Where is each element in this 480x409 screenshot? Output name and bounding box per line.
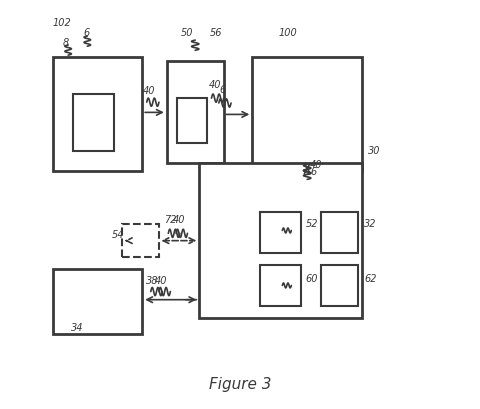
- Text: 32: 32: [364, 219, 377, 229]
- Text: 6: 6: [219, 85, 225, 95]
- FancyBboxPatch shape: [252, 58, 362, 172]
- Text: 40: 40: [155, 275, 167, 285]
- Text: 8: 8: [63, 38, 69, 48]
- Text: 56: 56: [209, 28, 222, 38]
- Text: 54: 54: [112, 229, 124, 239]
- Text: 102: 102: [53, 18, 72, 28]
- Text: 38: 38: [146, 275, 158, 285]
- Text: 60: 60: [306, 274, 318, 284]
- Text: 40: 40: [310, 160, 323, 170]
- Text: 6: 6: [310, 166, 316, 176]
- FancyBboxPatch shape: [322, 213, 358, 253]
- FancyBboxPatch shape: [260, 265, 301, 306]
- FancyBboxPatch shape: [167, 62, 224, 164]
- Text: 30: 30: [368, 146, 381, 156]
- Text: 40: 40: [173, 215, 185, 225]
- Text: 52: 52: [306, 219, 318, 229]
- FancyBboxPatch shape: [177, 99, 207, 144]
- FancyBboxPatch shape: [122, 225, 158, 257]
- FancyBboxPatch shape: [260, 213, 301, 253]
- FancyBboxPatch shape: [73, 95, 114, 152]
- Text: 100: 100: [279, 28, 298, 38]
- Text: 40: 40: [208, 80, 221, 90]
- FancyBboxPatch shape: [53, 58, 142, 172]
- Text: Figure 3: Figure 3: [209, 376, 271, 391]
- FancyBboxPatch shape: [199, 164, 362, 318]
- FancyBboxPatch shape: [322, 265, 358, 306]
- Text: 72: 72: [165, 215, 177, 225]
- Text: 50: 50: [181, 28, 193, 38]
- Text: 40: 40: [143, 85, 156, 96]
- Text: 62: 62: [364, 274, 377, 284]
- Text: 34: 34: [71, 322, 84, 333]
- Text: 6: 6: [83, 28, 89, 38]
- FancyBboxPatch shape: [53, 270, 142, 335]
